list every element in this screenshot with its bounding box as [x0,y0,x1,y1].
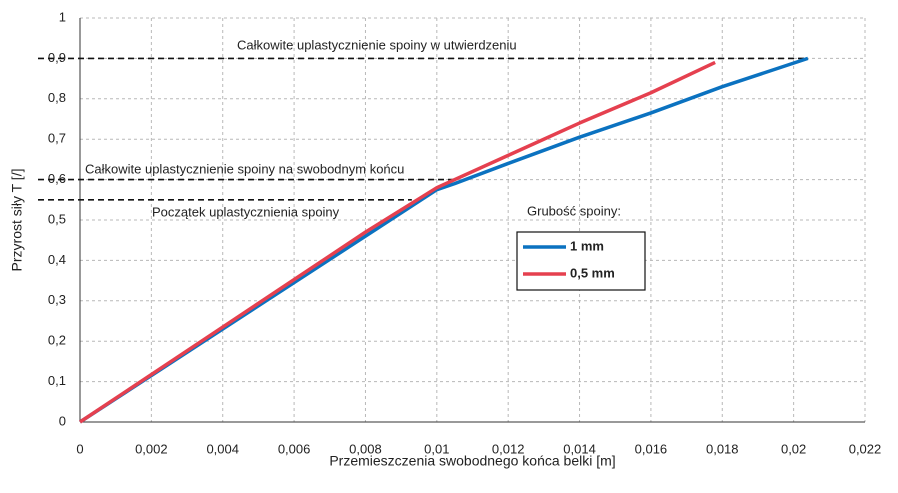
x-tick-label: 0,014 [563,441,596,456]
series-line [79,56,809,424]
x-tick-label: 0,012 [492,441,525,456]
x-tick-label: 0,02 [781,441,806,456]
y-tick-label: 0 [59,413,66,428]
annotation-text: Początek uplastycznienia spoiny [152,204,340,219]
legend-label: 1 mm [570,238,604,253]
y-tick-label: 0,3 [48,292,66,307]
x-tick-label: 0 [76,441,83,456]
y-axis-title: Przyrost siły T [/] [9,169,25,272]
x-axis-title: Przemieszczenia swobodnego końca belki [… [329,453,615,469]
annotation-text: Całkowite uplastycznienie spoiny w utwie… [237,37,517,52]
x-tick-label: 0,008 [349,441,382,456]
y-tick-label: 0,4 [48,252,66,267]
y-tick-label: 1 [59,9,66,24]
legend-title: Grubość spoiny: [527,203,621,218]
x-tick-label: 0,004 [206,441,239,456]
y-tick-label: 0,8 [48,90,66,105]
legend-label: 0,5 mm [570,265,615,280]
x-tick-label: 0,002 [135,441,168,456]
legend-box [516,231,646,291]
x-tick-label: 0,006 [278,441,311,456]
y-tick-label: 0,9 [48,50,66,65]
x-tick-label: 0,022 [849,441,882,456]
y-tick-label: 0,2 [48,333,66,348]
x-tick-label: 0,018 [706,441,739,456]
x-tick-label: 0,01 [424,441,449,456]
series-line [79,60,716,424]
y-tick-label: 0,6 [48,171,66,186]
x-tick-label: 0,016 [635,441,668,456]
y-tick-label: 0,7 [48,131,66,146]
annotation-text: Całkowite uplastycznienie spoiny na swob… [85,161,404,176]
y-tick-label: 0,5 [48,211,66,226]
y-tick-label: 0,1 [48,373,66,388]
